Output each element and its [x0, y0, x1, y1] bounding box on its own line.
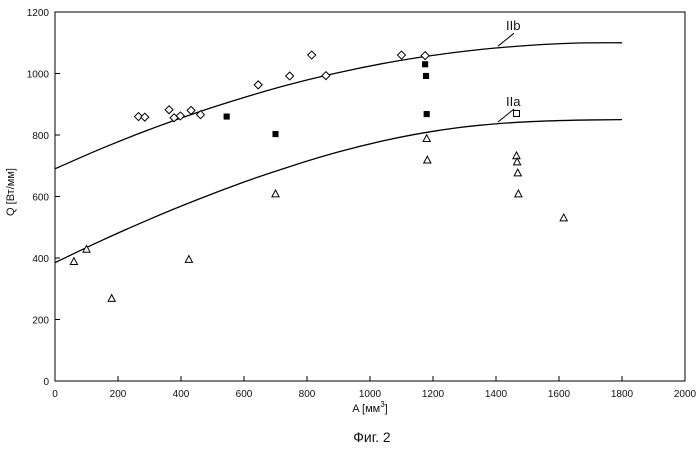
point-square-filled: [423, 111, 430, 118]
x-tick-label: 600: [236, 389, 253, 400]
point-diamond: [195, 109, 206, 120]
point-triangle: [513, 188, 523, 198]
y-axis-ticks: 0 200 400 600 800 1000 1200: [27, 8, 60, 388]
x-axis-label-bracket: ]: [385, 403, 388, 415]
point-triangle: [512, 156, 522, 166]
x-axis-label: A [мм3]: [352, 400, 387, 415]
x-tick-label: 200: [110, 389, 127, 400]
y-tick-label: 200: [32, 316, 49, 327]
x-tick-label: 1800: [611, 389, 634, 400]
point-diamond: [140, 112, 150, 122]
point-square-filled: [423, 72, 430, 80]
point-diamond: [396, 50, 407, 60]
point-triangle: [69, 256, 79, 265]
x-tick-label: 2000: [674, 389, 697, 400]
fit-curves: IIb IIa: [54, 18, 623, 264]
x-tick-label: 400: [173, 389, 190, 400]
point-triangle: [271, 188, 280, 198]
curve-iib: [54, 42, 623, 170]
x-tick-label: 1200: [422, 389, 445, 400]
x-tick-label: 1000: [359, 389, 382, 400]
figure-caption: Фиг. 2: [353, 429, 391, 445]
y-tick-label: 600: [32, 193, 49, 204]
point-diamond: [253, 80, 263, 90]
point-triangle: [107, 293, 117, 302]
y-axis-label: Q [Вт/мм]: [5, 168, 17, 216]
x-tick-label: 1600: [548, 389, 571, 400]
point-square-filled: [272, 131, 279, 138]
point-square-filled: [223, 113, 230, 120]
point-diamond: [175, 111, 186, 121]
plot-frame: [54, 11, 686, 382]
y-tick-label: 0: [43, 377, 49, 388]
point-diamond: [284, 71, 295, 81]
x-tick-label: 0: [52, 389, 58, 400]
point-diamond: [186, 105, 196, 116]
point-triangle: [422, 133, 432, 142]
x-axis-label-text: A [мм: [352, 403, 380, 415]
x-axis-label-exponent: 3: [380, 400, 385, 409]
curve-label-iib: IIb: [506, 18, 520, 33]
y-tick-label: 1000: [27, 70, 50, 81]
point-diamond: [321, 70, 331, 81]
data-points: [69, 50, 569, 302]
point-triangle: [559, 212, 569, 222]
x-tick-label: 1400: [485, 389, 508, 400]
curve-label-leader: [497, 108, 515, 123]
y-tick-label: 400: [32, 254, 49, 265]
x-tick-label: 800: [299, 389, 316, 400]
point-square-filled: [422, 61, 429, 68]
point-diamond: [133, 111, 144, 122]
point-triangle: [513, 168, 523, 177]
y-tick-label: 800: [32, 131, 49, 142]
x-axis-ticks: 0 200 400 600 800 1000 1200 1400 1600 1800 2000: [52, 376, 697, 400]
point-diamond: [164, 105, 174, 115]
y-tick-label: 1200: [27, 8, 50, 19]
point-diamond: [420, 50, 430, 61]
curve-iia: [54, 118, 623, 264]
point-triangle: [422, 155, 432, 164]
point-triangle: [512, 150, 521, 160]
point-square-open: [512, 109, 520, 117]
point-triangle: [82, 244, 91, 253]
curve-label-leader: [497, 32, 515, 47]
point-triangle: [184, 254, 194, 263]
curve-label-iia: IIa: [506, 94, 521, 109]
point-diamond: [307, 50, 317, 60]
